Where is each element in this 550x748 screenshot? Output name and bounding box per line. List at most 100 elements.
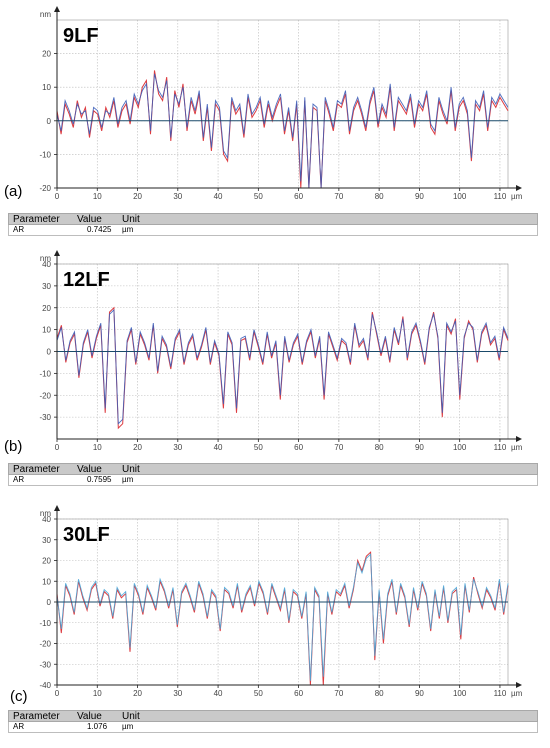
y-tick-label: 0 <box>47 348 52 357</box>
profile-panel-b: 40 30 20 10 0 -10 -20 -30 0 10 20 30 40 50 60 70 80 90 100… <box>0 250 550 495</box>
parameter-table: Parameter Value Unit AR 0.7595 µm <box>8 463 538 489</box>
y-tick-label: 10 <box>42 577 51 586</box>
y-tick-label: 0 <box>47 598 52 607</box>
parameter-row[interactable]: AR 0.7595 µm <box>8 475 538 486</box>
x-tick-label: 90 <box>415 443 424 452</box>
y-tick-label: 20 <box>42 304 51 313</box>
data-series-2 <box>56 73 509 189</box>
y-tick-label: -30 <box>39 413 51 422</box>
x-tick-label: 50 <box>254 192 263 201</box>
parameter-table-header: Parameter Value Unit <box>8 710 538 722</box>
panel-letter: (b) <box>4 438 23 455</box>
parameter-table: Parameter Value Unit AR 1.076 µm <box>8 710 538 736</box>
x-tick-label: 30 <box>173 443 182 452</box>
x-tick-label: 20 <box>133 689 142 698</box>
x-tick-label: 60 <box>294 192 303 201</box>
y-tick-label: -10 <box>39 369 51 378</box>
y-tick-label: 0 <box>47 117 52 126</box>
row-unit: µm <box>122 225 134 234</box>
y-tick-label: 30 <box>42 536 51 545</box>
y-tick-label: 10 <box>42 83 51 92</box>
x-tick-label: 70 <box>334 443 343 452</box>
x-tick-label: 20 <box>133 443 142 452</box>
panel-letter: (a) <box>4 183 23 200</box>
profile-panel-c: 40 30 20 10 0 -10 -20 -30 -40 0 10 20 30 40 50 60 70 80 90… <box>0 500 550 745</box>
y-tick-label: -20 <box>39 640 51 649</box>
row-parameter: AR <box>13 475 25 484</box>
x-unit-label: µm <box>511 689 523 698</box>
y-tick-label: -20 <box>39 391 51 400</box>
x-tick-label: 100 <box>453 689 467 698</box>
x-tick-label: 0 <box>55 443 60 452</box>
y-tick-label: -40 <box>39 681 51 690</box>
y-unit-label: nm <box>40 509 51 518</box>
x-tick-label: 100 <box>453 192 467 201</box>
x-unit-label: µm <box>511 192 523 201</box>
header-unit: Unit <box>122 214 140 225</box>
x-tick-label: 110 <box>494 192 507 201</box>
x-tick-label: 10 <box>93 443 102 452</box>
header-parameter: Parameter <box>13 214 60 225</box>
y-tick-label: -30 <box>39 660 51 669</box>
y-axis-arrow <box>54 250 60 256</box>
y-unit-label: nm <box>40 10 51 19</box>
x-axis-arrow <box>516 185 522 191</box>
x-tick-label: 0 <box>55 689 60 698</box>
y-axis-arrow <box>54 505 60 511</box>
x-tick-label: 70 <box>334 192 343 201</box>
x-unit-label: µm <box>511 443 523 452</box>
x-tick-label: 90 <box>415 192 424 201</box>
x-axis-arrow <box>516 436 522 442</box>
parameter-table-header: Parameter Value Unit <box>8 463 538 475</box>
row-unit: µm <box>122 475 134 484</box>
header-parameter: Parameter <box>13 464 60 475</box>
x-tick-label: 40 <box>214 192 223 201</box>
x-tick-label: 80 <box>375 192 384 201</box>
x-tick-label: 30 <box>173 192 182 201</box>
y-tick-label: 30 <box>42 282 51 291</box>
x-tick-label: 80 <box>375 689 384 698</box>
row-parameter: AR <box>13 722 25 731</box>
x-tick-label: 40 <box>214 689 223 698</box>
x-tick-label: 70 <box>334 689 343 698</box>
header-value: Value <box>77 214 102 225</box>
parameter-row[interactable]: AR 1.076 µm <box>8 722 538 733</box>
header-unit: Unit <box>122 711 140 722</box>
row-parameter: AR <box>13 225 25 234</box>
x-tick-label: 10 <box>93 192 102 201</box>
x-axis-arrow <box>516 682 522 688</box>
sample-label: 30LF <box>63 524 110 546</box>
x-tick-label: 50 <box>254 689 263 698</box>
y-tick-label: 40 <box>42 515 51 524</box>
parameter-row[interactable]: AR 0.7425 µm <box>8 225 538 236</box>
data-series-1 <box>56 551 509 686</box>
y-tick-label: 10 <box>42 326 51 335</box>
header-value: Value <box>77 464 102 475</box>
row-unit: µm <box>122 722 134 731</box>
sample-label: 12LF <box>63 269 110 291</box>
row-value: 0.7425 <box>87 225 112 234</box>
x-tick-label: 80 <box>375 443 384 452</box>
y-tick-label: 20 <box>42 557 51 566</box>
data-series-1 <box>56 70 509 189</box>
header-parameter: Parameter <box>13 711 60 722</box>
x-tick-label: 110 <box>494 443 507 452</box>
row-value: 1.076 <box>87 722 108 731</box>
x-tick-label: 0 <box>55 192 60 201</box>
x-tick-label: 40 <box>214 443 223 452</box>
row-value: 0.7595 <box>87 475 112 484</box>
data-series-2 <box>56 308 509 425</box>
y-tick-label: -20 <box>39 184 51 193</box>
data-series-2 <box>56 553 509 681</box>
y-tick-label: 20 <box>42 50 51 59</box>
parameter-table-header: Parameter Value Unit <box>8 213 538 225</box>
x-tick-label: 10 <box>93 689 102 698</box>
x-tick-label: 60 <box>294 689 303 698</box>
x-tick-label: 110 <box>494 689 507 698</box>
x-tick-label: 100 <box>453 443 467 452</box>
x-tick-label: 20 <box>133 192 142 201</box>
y-tick-label: 40 <box>42 260 51 269</box>
